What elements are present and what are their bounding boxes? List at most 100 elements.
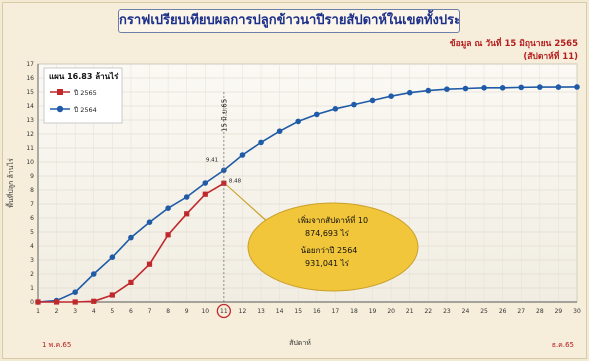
x-tick-label: 14 [276,308,284,315]
y-tick-label: 0 [30,299,34,306]
x-tick-label: 15 [294,308,302,315]
y-axis-title: พื้นที่ปลูก ล้านไร่ [4,158,15,208]
highlight-date-label: 15 มิ.ย.65 [220,99,228,132]
chart-marks: 9.41 8.48 [35,84,580,305]
data-point-2564 [351,101,357,108]
data-point-2565 [91,298,97,304]
x-tick-label: 2 [55,308,59,315]
data-point-2564 [90,271,97,277]
x-tick-label: 3 [73,308,77,315]
x-tick-label: 30 [573,308,581,315]
x-tick-label: 26 [499,308,507,315]
data-point-2565 [221,180,227,186]
y-tick-label: 16 [26,75,34,82]
y-tick-label: 4 [30,243,34,250]
data-point-2564 [183,194,190,200]
plan-label: แผน 16.83 ล้านไร่ [49,71,119,81]
x-start-label: 1 พ.ค.65 [42,341,71,349]
x-tick-label: 21 [406,308,414,315]
data-point-2564 [462,85,469,92]
series-line-2564 [37,86,578,303]
chart-title: กราฟเปรียบเทียบผลการปลูกข้าวนาปีรายสัปดา… [118,9,460,33]
x-tick-label: 17 [332,308,340,315]
data-point-2565 [35,299,41,305]
x-tick-label: 11 [220,308,228,315]
y-tick-label: 13 [26,117,34,124]
x-tick-label: 19 [369,308,377,315]
legend: แผน 16.83 ล้านไร่ ปี 2565 ปี 2564 [43,67,123,124]
data-label-2565: 8.48 [229,178,242,184]
data-point-2564 [518,84,525,91]
data-point-2564 [444,86,450,92]
y-tick-label: 10 [26,159,34,166]
y-tick-label: 1 [30,285,34,292]
y-tick-label: 8 [30,187,34,194]
data-point-2565 [72,299,78,305]
data-point-2565 [109,292,115,298]
data-point-2564 [388,93,394,99]
x-tick-label: 23 [443,308,451,315]
data-point-2564 [425,87,432,94]
data-point-2564 [128,234,134,241]
data-point-2565 [202,191,208,197]
x-tick-label: 18 [350,308,358,315]
callout-line-4: 931,041 ไร่ [305,259,350,268]
highlight-week-circle [216,303,232,319]
y-tick-label: 17 [26,61,34,68]
data-point-2564 [481,85,487,91]
callout-bubble: เพิ่มจากสัปดาห์ที่ 10 874,693 ไร่ น้อยกว… [226,184,419,292]
data-point-2565 [146,261,153,267]
y-tick-label: 3 [30,257,34,264]
x-tick-label: 6 [129,308,133,315]
x-tick-label: 27 [517,308,525,315]
x-tick-label: 10 [201,308,209,315]
x-tick-label: 28 [536,308,544,315]
data-point-2564 [369,97,376,104]
data-point-2564 [555,84,562,90]
callout-line-3: น้อยกว่าปี 2564 [301,246,358,255]
y-tick-label: 14 [26,103,34,110]
y-tick-label: 15 [26,89,34,96]
y-tick-label: 6 [30,215,34,222]
data-point-2564 [406,89,413,96]
x-tick-label: 8 [166,308,170,315]
data-point-2564 [202,180,209,186]
callout-line-1: เพิ่มจากสัปดาห์ที่ 10 [298,214,368,225]
y-tick-label: 11 [26,145,34,152]
data-point-2565 [184,211,190,217]
data-point-2564 [537,84,543,90]
x-end-label: ธ.ค.65 [552,341,574,349]
chart-subtitle-date: ข้อมูล ณ วันที่ 15 มิถุนายน 2565 [449,39,578,49]
data-point-2564 [239,152,246,158]
data-label-2564: 9.41 [206,157,218,163]
callout-line-2: 874,693 ไร่ [305,229,350,238]
x-tick-label: 4 [92,308,96,315]
y-tick-label: 7 [30,201,34,208]
x-axis-title: สัปดาห์ [289,339,311,347]
y-tick-label: 5 [30,229,34,236]
x-tick-label: 1 [36,308,40,315]
data-point-2565 [53,299,60,305]
chart-subtitle-week: (สัปดาห์ที่ 11) [523,52,578,62]
x-tick-label: 16 [313,308,321,315]
legend-label-2565: ปี 2565 [73,89,96,97]
data-point-2564 [72,289,78,296]
data-point-2564 [146,219,153,225]
x-tick-label: 29 [555,308,563,315]
data-point-2565 [128,279,134,285]
data-point-2564 [332,106,339,112]
x-tick-label: 12 [239,308,247,315]
y-tick-label: 12 [26,131,34,138]
data-point-2564 [499,85,506,91]
x-tick-label: 20 [387,308,395,315]
x-tick-label: 13 [257,308,265,315]
data-point-2564 [574,84,580,90]
x-tick-label: 7 [148,308,152,315]
legend-label-2564: ปี 2564 [73,106,96,114]
y-tick-label: 9 [30,173,34,180]
data-point-2564 [295,118,302,125]
x-tick-label: 25 [480,308,488,315]
x-tick-label: 22 [424,308,432,315]
